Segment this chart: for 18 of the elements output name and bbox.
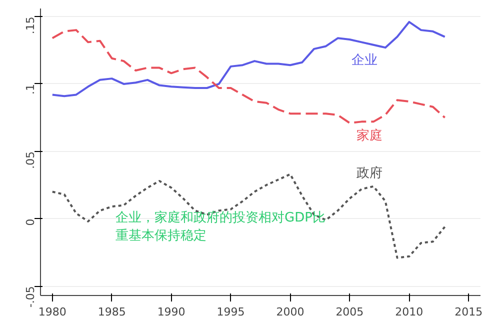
y-tick-label: .15 xyxy=(24,16,37,34)
x-tick-label: 2015 xyxy=(454,306,483,318)
y-tick-label: .05 xyxy=(24,151,37,169)
series-label: 家庭 xyxy=(356,128,383,144)
y-tick-label: -.05 xyxy=(24,286,37,308)
x-tick-label: 1985 xyxy=(98,306,126,318)
y-tick-label: 0 xyxy=(24,218,37,226)
y-tick-label: .1 xyxy=(24,84,37,94)
series-label: 企业 xyxy=(352,53,378,68)
x-tick-label: 1980 xyxy=(38,306,66,318)
x-tick-label: 2010 xyxy=(395,306,424,318)
series-label: 政府 xyxy=(356,165,383,182)
x-tick-label: 2000 xyxy=(276,306,304,318)
x-tick-label: 2005 xyxy=(336,306,364,318)
x-tick-label: 1995 xyxy=(216,306,245,318)
annotation: 重基本保持稳定 xyxy=(116,228,206,244)
annotation: 企业，家庭和政府的投资相对GDP比 xyxy=(116,210,326,226)
x-tick-label: 1990 xyxy=(157,306,186,318)
